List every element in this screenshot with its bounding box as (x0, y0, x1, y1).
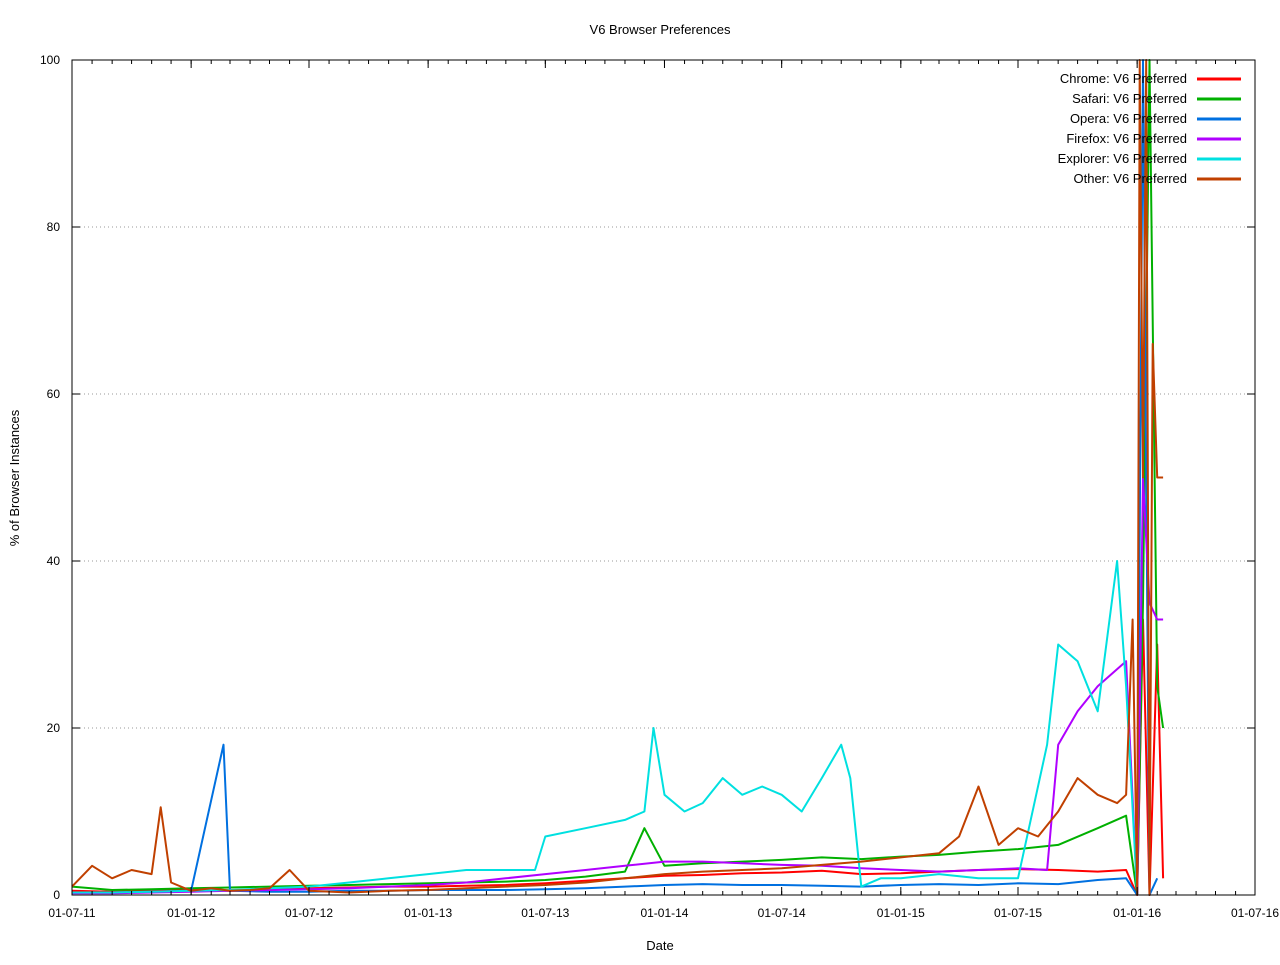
grid-lines (72, 226, 1255, 729)
x-tick-label: 01-07-12 (285, 906, 333, 920)
x-tick-label: 01-07-14 (758, 906, 806, 920)
y-tick-label: 0 (53, 888, 60, 902)
series-line-4 (72, 560, 1139, 896)
series-line-3 (72, 476, 1164, 896)
legend: Chrome: V6 Preferred Safari: V6 Preferred… (1058, 71, 1241, 186)
legend-label: Firefox: V6 Preferred (1066, 131, 1187, 146)
x-tick-label: 01-01-15 (877, 906, 925, 920)
x-tick-label: 01-07-13 (521, 906, 569, 920)
plot-frame (71, 59, 1256, 896)
series-line-5 (71, 59, 1164, 896)
series-line-2 (72, 59, 1159, 896)
x-tick-label: 01-07-16 (1231, 906, 1279, 920)
chart-title: V6 Browser Preferences (590, 22, 731, 37)
legend-label: Other: V6 Preferred (1074, 171, 1187, 186)
x-tick-label: 01-01-13 (404, 906, 452, 920)
y-tick-label: 100 (40, 53, 60, 67)
y-tick-label: 40 (47, 554, 61, 568)
legend-label: Opera: V6 Preferred (1070, 111, 1187, 126)
y-axis-label: % of Browser Instances (7, 409, 22, 546)
y-tick-label: 20 (47, 721, 61, 735)
legend-label: Chrome: V6 Preferred (1060, 71, 1187, 86)
x-tick-label: 01-01-16 (1113, 906, 1161, 920)
x-tick-label: 01-07-15 (994, 906, 1042, 920)
y-tick-label: 60 (47, 387, 61, 401)
series-line-1 (71, 59, 1165, 896)
series-lines (71, 59, 1165, 896)
series-line-0 (71, 618, 1165, 896)
axis-ticks: 0 20 40 60 80 100 01-07-11 01-01-12 01-07-12 01-0… (40, 53, 1279, 920)
legend-label: Explorer: V6 Preferred (1058, 151, 1187, 166)
x-axis-label: Date (646, 938, 673, 953)
y-tick-label: 80 (47, 220, 61, 234)
x-tick-label: 01-07-11 (48, 906, 95, 920)
x-tick-label: 01-01-12 (167, 906, 215, 920)
x-tick-label: 01-01-14 (640, 906, 688, 920)
legend-label: Safari: V6 Preferred (1072, 91, 1187, 106)
